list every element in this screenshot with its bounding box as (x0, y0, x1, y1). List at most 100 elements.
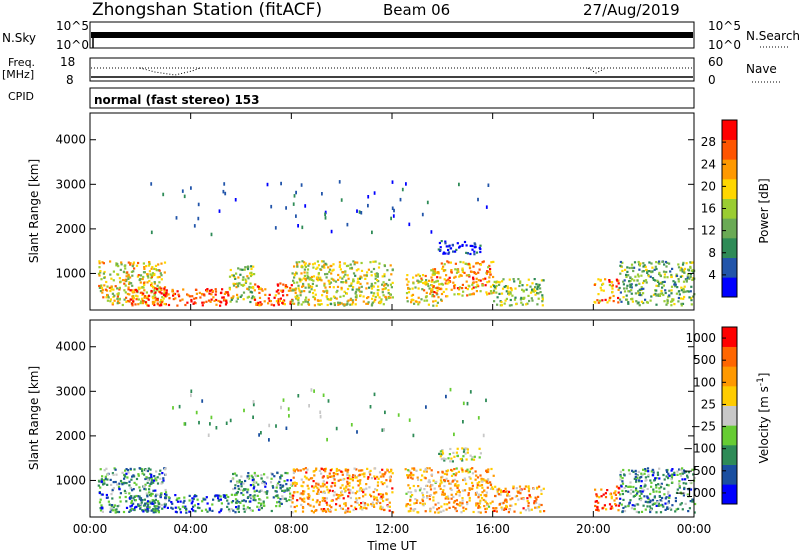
scatter-cell (471, 248, 474, 251)
scatter-cell (156, 284, 159, 287)
scatter-cell (502, 278, 505, 281)
scatter-cell (680, 286, 683, 289)
scatter-cell (354, 298, 357, 301)
scatter-cell (142, 510, 145, 513)
scatter-cell (354, 261, 357, 264)
scatter-cell (456, 490, 459, 493)
scatter-cell (116, 297, 119, 300)
scatter-cell (294, 295, 297, 298)
scatter-cell (302, 492, 305, 495)
scatter-cell (141, 472, 144, 475)
scatter-cell (153, 294, 156, 297)
scatter-cell (472, 286, 475, 289)
scatter-cell (512, 278, 515, 281)
scatter-cell (138, 467, 141, 470)
scatter-cell (646, 495, 649, 498)
scatter-cell (130, 298, 133, 301)
scatter-cell (358, 497, 361, 500)
nave-label: Nave (746, 62, 777, 76)
scatter-cell (453, 276, 456, 279)
scatter-cell (137, 286, 140, 289)
scatter-cell (468, 496, 471, 500)
scatter-cell (411, 287, 414, 290)
scatter-cell (254, 499, 257, 502)
scatter-cell (312, 511, 315, 514)
scatter-cell (150, 482, 153, 485)
scatter-cell (613, 499, 616, 502)
scatter-cell (141, 299, 144, 302)
scatter-cell (664, 260, 667, 264)
scatter-cell (323, 483, 326, 486)
scatter-cell (251, 479, 254, 482)
scatter-cell (676, 470, 679, 473)
scatter-cell (246, 506, 249, 509)
scatter-cell (534, 286, 537, 289)
scatter-cell (263, 491, 266, 494)
scatter-cell (209, 422, 211, 426)
scatter-cell (148, 488, 151, 491)
scatter-cell (640, 286, 643, 289)
scatter-cell (253, 485, 256, 488)
scatter-cell (678, 486, 681, 489)
scatter-cell (537, 292, 540, 295)
scatter-cell (622, 280, 625, 283)
scatter-cell (409, 471, 413, 474)
scatter-cell (309, 277, 312, 280)
scatter-cell (445, 279, 448, 282)
scatter-cell (335, 426, 338, 431)
scatter-cell (459, 501, 462, 504)
scatter-cell (123, 489, 126, 492)
scatter-cell (252, 498, 255, 502)
scatter-cell (114, 468, 117, 471)
scatter-cell (452, 451, 455, 454)
scatter-cell (326, 503, 329, 506)
scatter-cell (171, 290, 174, 293)
scatter-cell (108, 503, 111, 506)
scatter-cell (488, 292, 491, 295)
scatter-cell (388, 471, 391, 474)
scatter-cell (354, 476, 357, 479)
scatter-cell (300, 478, 303, 481)
scatter-cell (663, 276, 666, 279)
scatter-cell (320, 260, 324, 263)
scatter-cell (690, 299, 693, 302)
scatter-cell (320, 467, 323, 470)
scatter-cell (673, 471, 676, 474)
scatter-cell (658, 495, 661, 498)
scatter-cell (485, 480, 488, 483)
scatter-cell (220, 508, 223, 511)
scatter-cell (255, 489, 258, 492)
scatter-cell (682, 469, 685, 472)
scatter-cell (328, 472, 331, 475)
scatter-cell (447, 261, 450, 264)
scatter-cell (239, 501, 242, 504)
scatter-cell (279, 297, 282, 300)
scatter-cell (115, 473, 118, 476)
scatter-cell (671, 298, 674, 301)
scatter-cell (296, 491, 299, 494)
scatter-cell (466, 468, 469, 471)
scatter-cell (348, 474, 351, 477)
scatter-cell (536, 487, 539, 490)
scatter-cell (360, 269, 364, 272)
scatter-cell (294, 484, 297, 487)
scatter-cell (508, 278, 511, 281)
scatter-cell (476, 476, 480, 479)
scatter-cell (457, 503, 460, 506)
scatter-cell (144, 509, 147, 512)
scatter-cell (618, 298, 622, 301)
scatter-cell (127, 471, 130, 474)
scatter-cell (319, 485, 322, 488)
scatter-cell (274, 226, 277, 230)
scatter-cell (436, 508, 439, 511)
scatter-cell (452, 495, 455, 498)
scatter-cell (292, 471, 295, 475)
scatter-cell (258, 304, 261, 307)
scatter-cell (418, 489, 422, 492)
scatter-cell (122, 270, 125, 273)
scatter-cell (324, 499, 327, 503)
scatter-cell (505, 290, 508, 293)
scatter-cell (103, 270, 106, 274)
scatter-cell (644, 500, 647, 503)
